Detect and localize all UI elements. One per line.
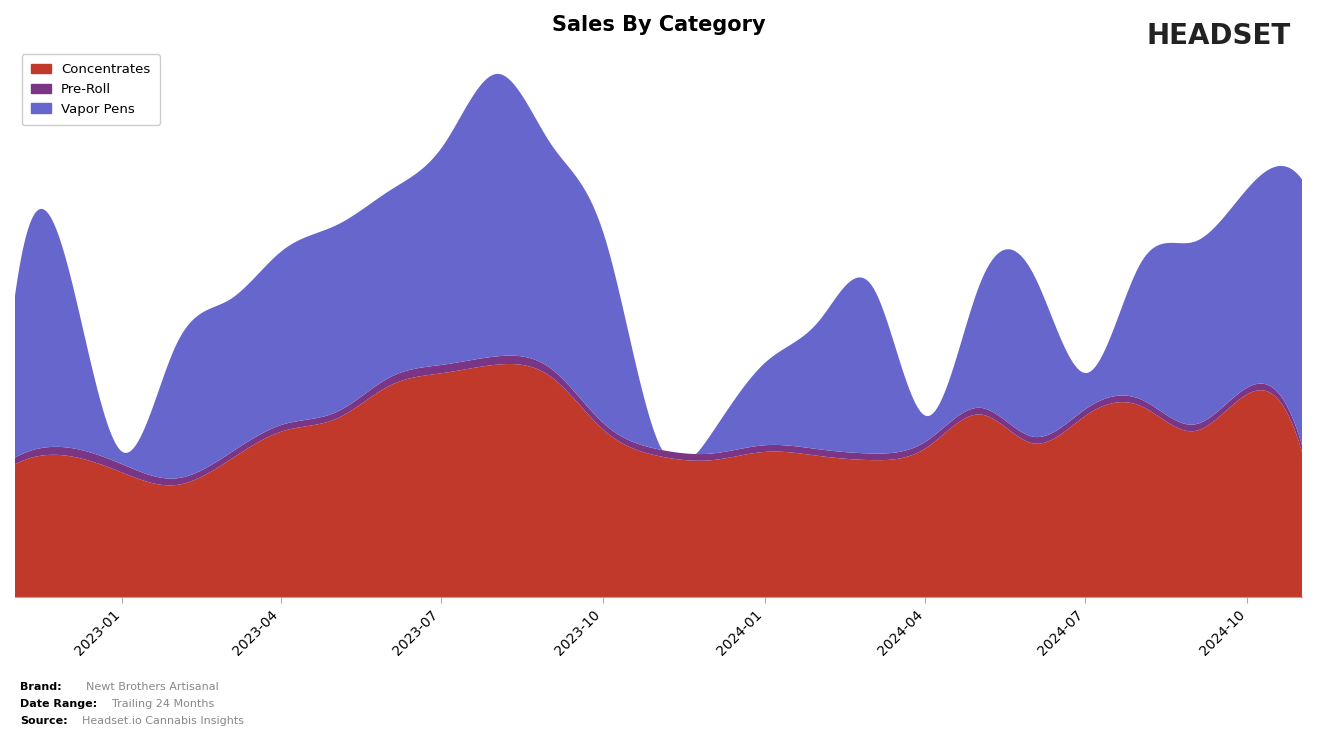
Legend: Concentrates, Pre-Roll, Vapor Pens: Concentrates, Pre-Roll, Vapor Pens xyxy=(21,55,159,125)
Text: HEADSET: HEADSET xyxy=(1146,22,1291,50)
Text: Newt Brothers Artisanal: Newt Brothers Artisanal xyxy=(86,682,219,692)
Text: Brand:: Brand: xyxy=(20,682,62,692)
Text: Date Range:: Date Range: xyxy=(20,699,97,709)
Text: Trailing 24 Months: Trailing 24 Months xyxy=(112,699,215,709)
Title: Sales By Category: Sales By Category xyxy=(552,15,765,35)
Text: Source:: Source: xyxy=(20,717,67,726)
Text: Headset.io Cannabis Insights: Headset.io Cannabis Insights xyxy=(82,717,244,726)
